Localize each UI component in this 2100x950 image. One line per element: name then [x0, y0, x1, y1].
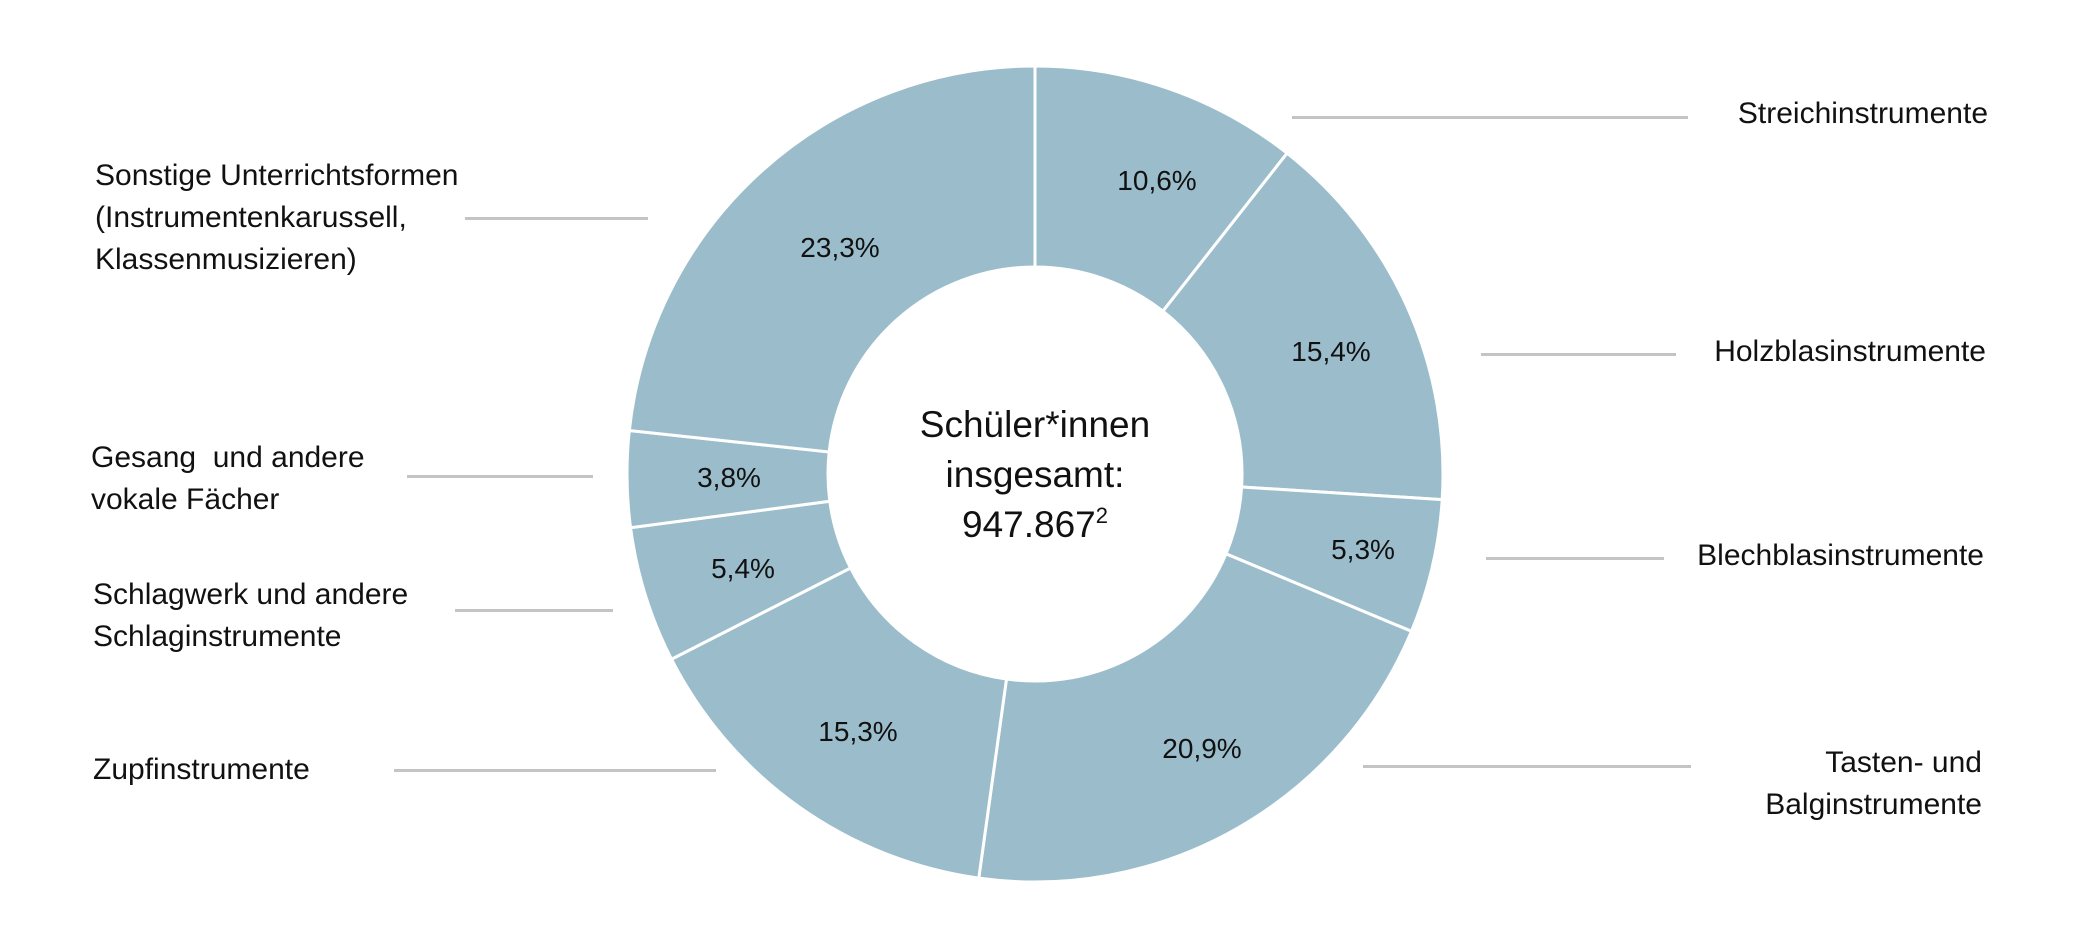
pct-label-blechblas: 5,3%	[1331, 534, 1395, 565]
pct-label-zupf: 15,3%	[818, 716, 898, 747]
leader-line-blechblas	[1486, 557, 1664, 560]
center-line-1: Schüler*innen	[919, 404, 1151, 445]
footnote-marker: 2	[1095, 503, 1108, 528]
pct-label-schlagwerk: 5,4%	[711, 553, 775, 584]
label-sonstige: Sonstige Unterrichtsformen (Instrumenten…	[95, 159, 459, 276]
pct-label-gesang: 3,8%	[697, 462, 761, 493]
label-streichinstrumente: Streichinstrumente	[1737, 97, 1988, 130]
pct-label-sonstige: 23,3%	[800, 232, 880, 263]
leader-line-tasten	[1363, 765, 1691, 768]
leader-line-zupf	[394, 769, 716, 772]
center-line-2: insgesamt:	[945, 454, 1125, 495]
label-schlagwerk: Schlagwerk und andere Schlaginstrumente	[93, 578, 409, 653]
donut-hole	[828, 267, 1242, 681]
donut-slices	[625, 64, 1445, 884]
leader-line-gesang	[407, 475, 593, 478]
center-total-value: 947.867	[962, 504, 1096, 545]
label-gesang: Gesang und andere vokale Fächer	[91, 441, 365, 516]
center-total-value-row: 947.8672	[835, 500, 1235, 550]
label-holzblasinstrumente: Holzblasinstrumente	[1714, 335, 1986, 368]
label-blechblasinstrumente: Blechblasinstrumente	[1697, 539, 1984, 572]
leader-line-streich	[1292, 116, 1688, 119]
label-zupfinstrumente: Zupfinstrumente	[93, 753, 310, 786]
leader-line-schlagwerk	[455, 609, 613, 612]
center-total-label: Schüler*innen insgesamt: 947.8672	[835, 400, 1235, 550]
pct-label-streich: 10,6%	[1117, 165, 1197, 196]
label-tasten-balginstrumente: Tasten- und Balginstrumente	[1765, 746, 1982, 821]
leader-line-holzblas	[1481, 353, 1676, 356]
pct-label-holzblas: 15,4%	[1291, 336, 1371, 367]
leader-line-sonstige	[465, 217, 648, 220]
pct-label-tasten: 20,9%	[1162, 733, 1242, 764]
